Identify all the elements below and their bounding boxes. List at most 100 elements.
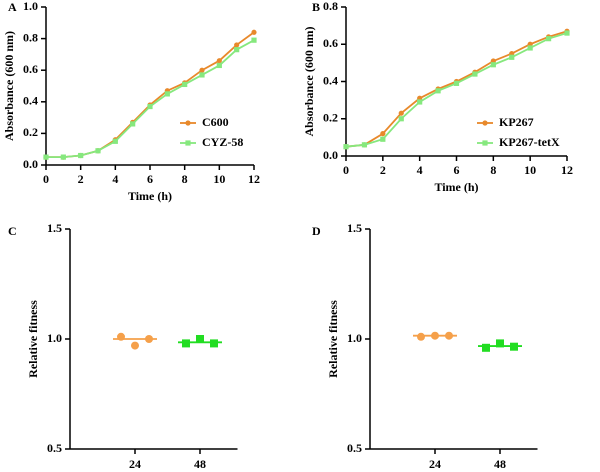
x-tick-label: 0 [43, 172, 49, 186]
x-tick-label: 10 [524, 163, 536, 177]
data-point [435, 88, 441, 94]
data-point [564, 30, 570, 36]
panel-label: A [8, 0, 17, 14]
y-tick-label: 0.8 [23, 30, 38, 44]
data-point [182, 339, 190, 348]
y-tick-label: 0.6 [323, 36, 338, 50]
y-tick-label: 0.5 [47, 441, 62, 455]
x-tick-label: 4 [112, 172, 118, 186]
x-tick-label: 10 [213, 172, 225, 186]
data-point [380, 131, 386, 137]
x-tick-label: 8 [182, 172, 188, 186]
data-point [398, 110, 404, 116]
data-point [95, 148, 101, 154]
data-point [210, 339, 218, 348]
y-tick-label: 0.8 [323, 0, 338, 13]
data-point [251, 37, 257, 43]
data-point [234, 42, 240, 48]
y-tick-label: 1.5 [347, 221, 362, 235]
data-point [380, 136, 386, 142]
data-point [343, 144, 349, 150]
y-tick-label: 0.5 [347, 441, 362, 455]
y-axis-label: Relative fitness [326, 300, 340, 378]
y-tick-label: 0.4 [323, 73, 338, 87]
data-point [445, 331, 453, 340]
data-point [453, 80, 460, 86]
panel-label: B [312, 0, 320, 14]
x-tick-label: 6 [147, 172, 153, 186]
data-point [251, 29, 257, 35]
data-point [361, 142, 368, 148]
legend-marker [185, 140, 191, 146]
y-tick-label: 0.0 [323, 148, 338, 162]
data-point [490, 62, 496, 68]
data-point [145, 335, 153, 343]
x-axis-label: Time (h) [434, 180, 478, 194]
data-point [417, 99, 423, 105]
data-point [510, 342, 518, 351]
x-tick-label: 48 [194, 457, 206, 471]
y-axis-label: Relative fitness [26, 300, 40, 378]
data-point [43, 154, 49, 160]
series-line [345, 32, 568, 148]
legend-label: CYZ-58 [202, 135, 243, 149]
y-tick-label: 0.0 [23, 157, 38, 171]
data-point [182, 81, 188, 88]
data-point [509, 54, 515, 60]
data-point [164, 91, 170, 97]
x-tick-label: 8 [490, 163, 496, 177]
data-point [216, 62, 222, 69]
y-tick-label: 0.2 [23, 125, 38, 139]
data-point [147, 103, 153, 110]
x-tick-label: 24 [429, 457, 441, 471]
x-tick-label: 0 [343, 163, 349, 177]
legend-marker [482, 140, 488, 146]
x-tick-label: 4 [417, 163, 423, 177]
data-point [199, 67, 205, 73]
data-point [545, 36, 552, 42]
x-tick-label: 6 [454, 163, 460, 177]
data-point [472, 71, 478, 77]
y-tick-label: 1.0 [23, 0, 38, 13]
data-point [496, 339, 504, 348]
data-point [60, 154, 66, 160]
data-point [78, 152, 84, 159]
legend-label: KP267 [499, 115, 534, 129]
series-line [345, 30, 568, 148]
data-point [527, 45, 533, 51]
panel-label: D [312, 224, 321, 238]
data-point [431, 331, 439, 340]
data-point [196, 335, 204, 343]
legend-marker [482, 120, 488, 126]
y-tick-label: 1.0 [347, 331, 362, 345]
x-tick-label: 2 [78, 172, 84, 186]
x-axis-label: Time (h) [128, 189, 172, 203]
x-tick-label: 12 [248, 172, 260, 186]
legend-label: KP267-tetX [499, 135, 560, 149]
x-tick-label: 48 [494, 457, 506, 471]
legend-marker [185, 120, 191, 126]
data-point [398, 116, 404, 122]
data-point [199, 72, 205, 78]
data-point [216, 58, 222, 64]
panel-label: C [8, 224, 17, 238]
y-tick-label: 1.0 [47, 331, 62, 345]
y-tick-label: 0.6 [23, 62, 38, 76]
y-axis-label: Absorbance (600 nm) [2, 31, 16, 141]
x-tick-label: 24 [129, 457, 141, 471]
data-point [131, 341, 139, 350]
data-point [117, 332, 125, 341]
y-axis-label: Absorbance (600 nm) [302, 26, 316, 136]
data-point [417, 332, 425, 341]
legend-label: C600 [202, 115, 229, 129]
data-point [482, 343, 490, 352]
y-tick-label: 1.5 [47, 221, 62, 235]
y-tick-label: 0.2 [323, 111, 338, 125]
data-point [234, 47, 240, 53]
data-point [112, 138, 118, 144]
x-tick-label: 2 [380, 163, 386, 177]
x-tick-label: 12 [561, 163, 573, 177]
y-tick-label: 0.4 [23, 94, 38, 108]
data-point [130, 121, 136, 127]
